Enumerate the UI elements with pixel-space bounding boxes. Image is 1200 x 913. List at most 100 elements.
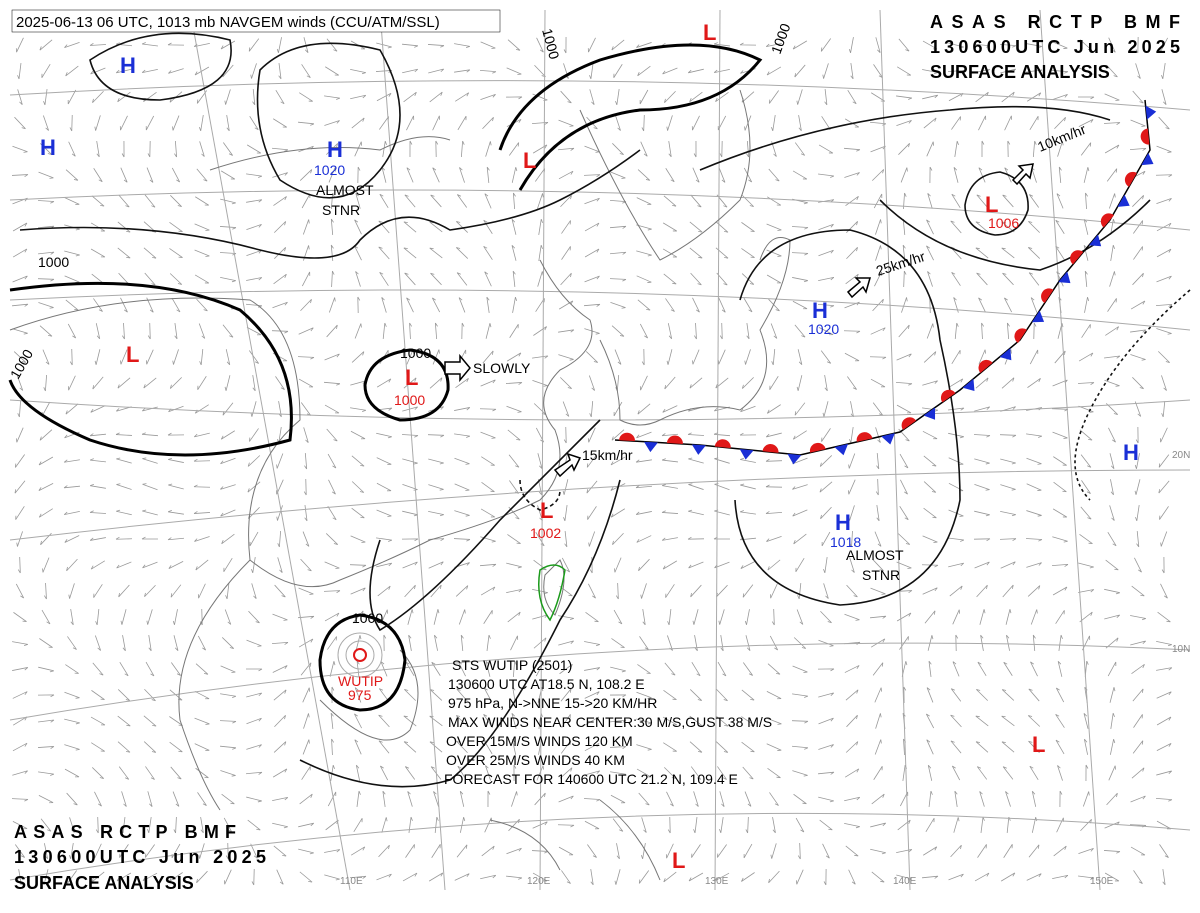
wind-arrow (94, 791, 102, 807)
wind-arrow (948, 562, 965, 568)
wind-arrow (874, 271, 883, 287)
wind-arrow (195, 559, 209, 571)
wind-arrow (485, 323, 492, 339)
wind-arrow (613, 401, 623, 417)
wind-arrow (1052, 874, 1069, 880)
wind-arrow (429, 741, 443, 753)
wind-arrow (668, 141, 672, 158)
wind-arrow (89, 537, 106, 541)
wind-arrow (1078, 352, 1094, 362)
wind-arrow (303, 713, 310, 729)
wind-arrow (614, 557, 622, 573)
wind-arrow (819, 455, 833, 467)
wind-arrow (298, 121, 315, 126)
wind-arrow (693, 140, 697, 158)
wind-arrow (225, 583, 230, 600)
wind-arrow (427, 538, 445, 542)
wind-arrow (90, 560, 106, 570)
wind-arrow (844, 796, 861, 802)
wind-arrow (845, 741, 859, 753)
wind-arrow (378, 688, 390, 702)
wind-arrow (1026, 562, 1042, 568)
wind-arrow (273, 118, 287, 128)
wind-arrow (251, 583, 257, 599)
wind-arrow (512, 192, 516, 210)
wind-arrow (1007, 140, 1011, 158)
bulletin-line: 975 hPa, N->NNE 15->20 KM/HR (448, 695, 657, 711)
wind-arrow (1030, 661, 1038, 677)
wind-arrow (357, 166, 361, 184)
wind-arrow (975, 221, 989, 233)
wind-arrow (642, 609, 646, 626)
warm-front-symbol (978, 359, 993, 374)
wind-arrow (324, 120, 340, 126)
wind-arrow (429, 221, 443, 233)
wind-arrow (795, 557, 805, 573)
wind-arrow (378, 220, 390, 234)
wind-arrow (298, 587, 314, 595)
wind-arrow (485, 765, 491, 781)
wind-arrow (403, 741, 417, 753)
wind-arrow (376, 378, 392, 388)
wind-arrow (454, 873, 470, 881)
wind-arrow (354, 713, 362, 729)
lon-label: 120E (527, 876, 551, 887)
wind-arrow (948, 378, 964, 388)
wind-arrow (1082, 791, 1090, 807)
wind-arrow (1000, 68, 1017, 74)
wind-arrow (975, 741, 989, 753)
wind-arrow (38, 302, 54, 309)
low-pressure: 1002 (530, 525, 561, 541)
wind-arrow (922, 380, 938, 386)
wind-arrow (406, 167, 414, 183)
wind-arrow (194, 717, 210, 725)
wind-arrow (818, 692, 835, 698)
wind-arrow (44, 843, 48, 860)
wind-arrow (480, 536, 496, 543)
wind-arrow (1006, 816, 1011, 833)
wind-arrow (584, 691, 600, 699)
wind-arrow (38, 171, 54, 179)
wind-arrow (662, 67, 678, 75)
wind-arrow (691, 844, 701, 858)
wind-arrow (870, 587, 886, 595)
wind-arrow (225, 842, 229, 860)
wind-arrow (798, 115, 802, 132)
wind-arrow (506, 405, 522, 413)
wind-arrow (278, 63, 282, 80)
wind-arrow (299, 169, 313, 181)
wind-arrow (1000, 872, 1016, 882)
wind-arrow (561, 220, 571, 234)
wind-arrow (1032, 140, 1037, 158)
wind-arrow (948, 42, 964, 49)
wind-arrow (480, 93, 496, 101)
wind-arrow (1030, 609, 1038, 625)
wind-arrow (507, 429, 521, 441)
wind-arrow (662, 716, 678, 726)
wind-arrow (302, 219, 310, 235)
wind-arrow (744, 349, 751, 365)
wind-arrow (978, 115, 987, 131)
wind-arrow (93, 168, 103, 183)
wind-arrow (563, 426, 567, 444)
low-pressure: 1000 (394, 392, 425, 408)
wind-arrow (460, 140, 465, 158)
wind-arrow (64, 691, 80, 699)
wind-arrow (507, 39, 521, 51)
wind-arrow (716, 688, 728, 702)
wind-arrow (37, 278, 55, 282)
wind-arrow (328, 479, 336, 495)
wind-arrow (1029, 115, 1039, 131)
wind-arrow (588, 583, 596, 599)
wind-arrow (1001, 377, 1015, 389)
wind-arrow (174, 140, 178, 158)
wind-arrow (719, 791, 725, 807)
wind-arrow (1057, 660, 1063, 677)
bulletin-line: MAX WINDS NEAR CENTER:30 M/S,GUST 38 M/S (448, 714, 772, 730)
wind-arrow (717, 661, 727, 677)
wind-arrow (769, 376, 779, 390)
wind-arrow (122, 635, 126, 652)
wind-arrow (91, 767, 105, 779)
wind-arrow (766, 223, 782, 231)
wind-arrow (249, 116, 259, 131)
